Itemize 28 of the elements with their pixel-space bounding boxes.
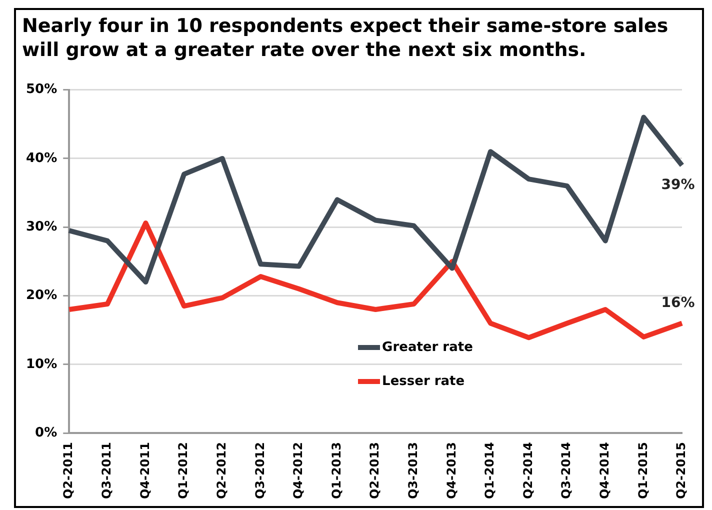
x-tick-label: Q4-2013 (444, 442, 458, 500)
x-tick-label: Q2-2012 (214, 442, 228, 500)
x-tick-label: Q2-2015 (674, 442, 688, 500)
x-tick-label: Q1-2014 (482, 442, 497, 500)
x-tick-label: Q4-2014 (598, 442, 612, 500)
y-tick-label: 30% (26, 219, 58, 234)
x-tick-label: Q4-2012 (291, 442, 306, 500)
annotation: 16% (661, 294, 695, 311)
x-tick-label: Q1-2015 (636, 442, 650, 500)
x-tick-label: Q1-2013 (329, 442, 344, 500)
y-tick-label: 0% (35, 425, 58, 440)
x-tick-label: Q3-2014 (559, 442, 574, 500)
legend-label: Greater rate (382, 340, 473, 355)
annotation: 39% (661, 176, 695, 193)
x-tick-label: Q2-2014 (520, 442, 535, 500)
y-tick-label: 40% (26, 150, 58, 166)
y-tick-label: 20% (26, 288, 58, 304)
x-tick-label: Q2-2011 (61, 442, 76, 500)
x-tick-label: Q3-2013 (406, 442, 420, 500)
x-tick-label: Q3-2012 (252, 442, 267, 500)
x-tick-label: Q1-2012 (176, 442, 190, 500)
x-tick-label: Q3-2011 (100, 442, 114, 500)
legend-label: Lesser rate (382, 374, 465, 389)
chart-title: Nearly four in 10 respondents expect their same-store sales will grow at a greater rate over the next six months. (22, 14, 670, 62)
x-tick-label: Q4-2011 (138, 442, 152, 500)
x-tick-label: Q2-2013 (368, 442, 382, 500)
y-tick-label: 10% (26, 356, 58, 372)
y-tick-label: 50% (26, 82, 58, 98)
